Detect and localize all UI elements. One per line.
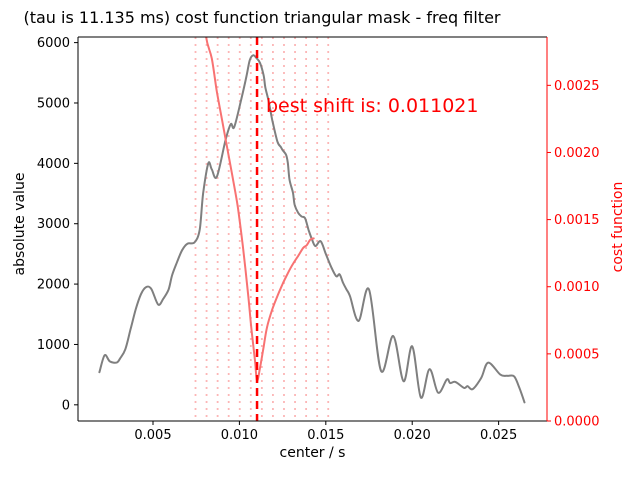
x-tick-label: 0.005 xyxy=(134,428,171,443)
x-axis-label: center / s xyxy=(279,445,346,461)
chart-title: (tau is 11.135 ms) cost function triangu… xyxy=(23,8,501,27)
right-y-tick-label: 0.0000 xyxy=(554,415,600,430)
right-y-tick-label: 0.0025 xyxy=(554,79,600,94)
x-tick-label: 0.015 xyxy=(307,428,344,443)
signal-line xyxy=(98,54,526,404)
right-y-axis-label: cost function xyxy=(610,181,626,273)
left-y-tick-label: 0 xyxy=(62,398,70,413)
left-y-tick-label: 2000 xyxy=(37,278,70,293)
left-y-tick-label: 3000 xyxy=(37,217,70,232)
left-y-tick-label: 6000 xyxy=(37,36,70,51)
best-shift-annotation: best shift is: 0.011021 xyxy=(266,95,479,117)
left-y-tick-label: 1000 xyxy=(37,338,70,353)
cost-function-line xyxy=(205,37,315,382)
left-y-axis-label: absolute value xyxy=(12,172,28,276)
right-y-tick-label: 0.0005 xyxy=(554,347,600,362)
x-tick-label: 0.010 xyxy=(221,428,258,443)
right-y-tick-label: 0.0015 xyxy=(554,213,600,228)
right-y-tick-label: 0.0010 xyxy=(554,280,600,295)
x-tick-label: 0.020 xyxy=(394,428,431,443)
left-y-tick-label: 5000 xyxy=(37,96,70,111)
right-y-tick-label: 0.0020 xyxy=(554,146,600,161)
left-y-tick-label: 4000 xyxy=(37,157,70,172)
x-tick-label: 0.025 xyxy=(480,428,517,443)
